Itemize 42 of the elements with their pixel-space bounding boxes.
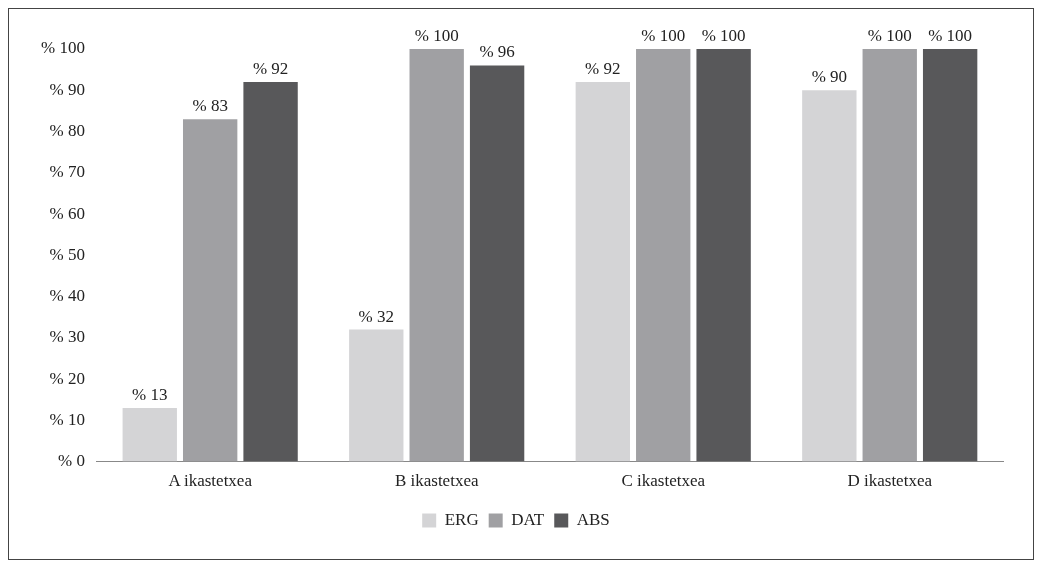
y-tick-label: % 80 xyxy=(49,120,85,140)
y-tick-label: % 30 xyxy=(49,327,85,347)
y-tick-label: % 10 xyxy=(49,409,85,429)
bar xyxy=(243,82,298,462)
bar xyxy=(409,49,464,462)
x-tick-label: B ikastetxea xyxy=(394,471,479,491)
y-tick-label: % 0 xyxy=(57,451,85,471)
data-label: % 90 xyxy=(811,67,848,87)
data-label: % 100 xyxy=(928,25,973,45)
bar xyxy=(349,329,404,462)
data-label: % 92 xyxy=(252,58,289,78)
data-label: % 13 xyxy=(132,384,168,404)
bar xyxy=(469,65,525,462)
y-tick-label: % 70 xyxy=(49,162,85,182)
bar xyxy=(182,119,238,462)
legend-label: ERG xyxy=(444,509,479,529)
y-tick-label: % 40 xyxy=(49,286,85,306)
data-label: % 100 xyxy=(414,25,459,45)
data-label: % 83 xyxy=(192,96,228,116)
bar xyxy=(122,407,177,462)
data-label: % 100 xyxy=(701,25,746,45)
x-tick-label: D ikastetxea xyxy=(847,471,933,491)
data-label: % 100 xyxy=(641,25,686,45)
bar xyxy=(922,49,978,462)
data-label: % 100 xyxy=(867,25,912,45)
legend-label: DAT xyxy=(511,509,545,529)
bar xyxy=(636,49,691,462)
legend-label: ABS xyxy=(576,509,610,529)
data-label: % 92 xyxy=(585,58,621,78)
bar xyxy=(696,49,751,462)
bar xyxy=(802,90,857,462)
y-tick-label: % 90 xyxy=(49,79,85,99)
bar xyxy=(862,49,917,462)
y-tick-label: % 20 xyxy=(49,368,85,388)
y-tick-label: % 60 xyxy=(49,203,85,223)
y-tick-label: % 100 xyxy=(40,38,85,58)
data-label: % 96 xyxy=(479,42,515,62)
bar xyxy=(575,82,630,462)
data-label: % 32 xyxy=(358,306,394,326)
x-tick-label: A ikastetxea xyxy=(168,471,253,491)
x-tick-label: C ikastetxea xyxy=(621,471,706,491)
y-tick-label: % 50 xyxy=(49,244,85,264)
